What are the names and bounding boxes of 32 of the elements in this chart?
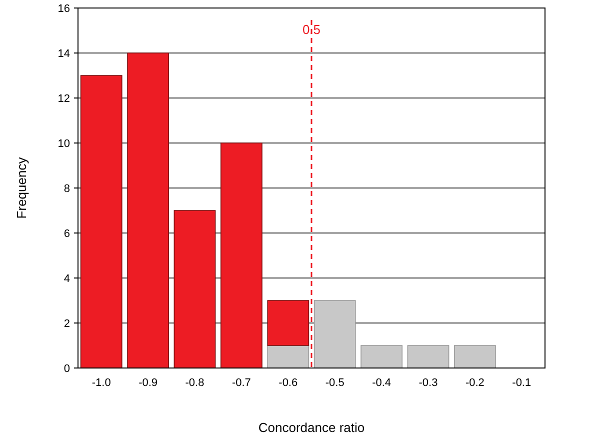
x-tick-label: -1.0 (92, 377, 111, 389)
x-tick-label: -0.2 (465, 377, 484, 389)
y-tick-label: 6 (64, 228, 70, 240)
bar (80, 75, 122, 368)
y-tick-label: 4 (64, 272, 70, 285)
x-tick-label: -0.8 (185, 377, 204, 389)
y-tick-label: 16 (58, 2, 70, 15)
x-tick-label: -0.6 (278, 377, 298, 389)
bar (267, 300, 310, 346)
bar (407, 345, 450, 368)
y-tick-label: 8 (64, 182, 70, 195)
x-tick-label: -0.1 (512, 377, 532, 389)
y-tick-label: 14 (58, 48, 70, 60)
y-tick-label: 10 (58, 138, 70, 150)
y-tick-label: 12 (58, 92, 70, 105)
bar (127, 52, 169, 368)
bar (267, 345, 310, 368)
x-axis-title: Concordance ratio (258, 420, 365, 435)
bar (220, 142, 262, 368)
bar (360, 345, 402, 368)
x-tick-label: -0.7 (232, 377, 251, 389)
x-tick-label: -0.9 (138, 377, 158, 389)
x-tick-label: -0.4 (372, 377, 392, 389)
y-tick-label: 2 (64, 318, 70, 330)
x-tick-label: -0.5 (325, 377, 344, 389)
annotation: 0.5 (302, 22, 321, 37)
bar (314, 300, 356, 368)
x-tick-label: -0.3 (418, 377, 438, 389)
y-axis-title: Frequency (14, 156, 29, 219)
y-tick-label: 0 (64, 362, 70, 375)
bar (174, 210, 216, 368)
bar (454, 345, 496, 368)
